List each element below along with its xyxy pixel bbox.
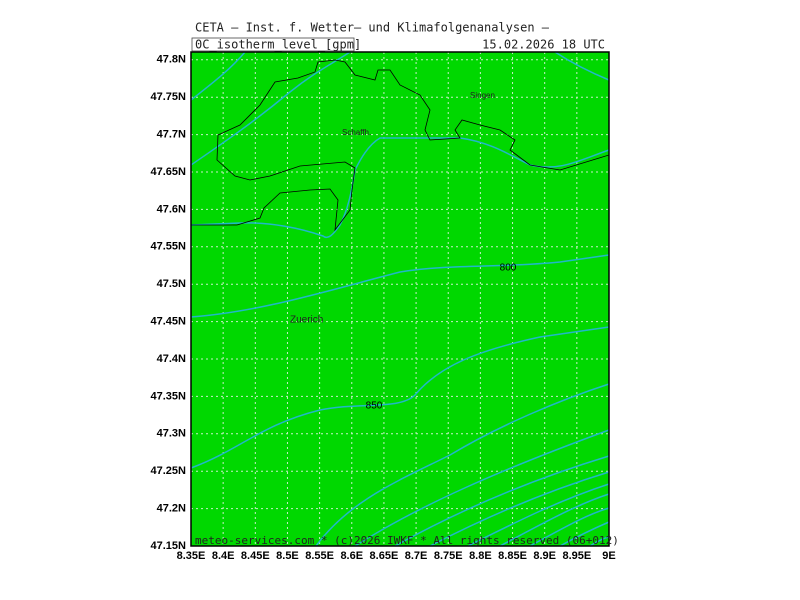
lon-label: 8.45E <box>241 550 270 562</box>
isoline <box>190 326 610 469</box>
isoline <box>315 383 610 547</box>
footer: meteo-services.com * (c)2026 IWKF * All … <box>195 534 619 547</box>
isoline <box>190 51 246 101</box>
contour-label: 800 <box>500 263 517 274</box>
lon-label: 8.9E <box>533 550 556 562</box>
lon-label: 8.65E <box>370 550 399 562</box>
lon-label: 8.85E <box>498 550 527 562</box>
lon-label: 8.4E <box>212 550 235 562</box>
lon-label: 8.5E <box>276 550 299 562</box>
isolines <box>190 51 610 547</box>
lon-label: 8.75E <box>434 550 463 562</box>
isoline <box>529 507 610 547</box>
isoline <box>190 51 351 166</box>
lon-label: 8.7E <box>405 550 428 562</box>
lat-label: 47.55N <box>151 241 187 253</box>
border <box>191 59 610 232</box>
lon-label: 8.35E <box>177 550 206 562</box>
header-title: CETA — Inst. f. Wetter— und Klimafolgena… <box>195 21 550 35</box>
isoline <box>499 493 610 547</box>
header-variable: 0C_isotherm_level_[gpm] <box>195 38 361 52</box>
isoline <box>394 455 610 547</box>
isoline <box>467 483 610 547</box>
isoline <box>429 471 610 547</box>
isoline <box>554 51 610 81</box>
lat-label: 47.8N <box>157 54 186 66</box>
lat-label: 47.25N <box>151 465 187 477</box>
contour-label: 850 <box>366 401 383 412</box>
lon-label: 8.6E <box>340 550 363 562</box>
map-frame <box>190 51 610 547</box>
lat-label: 47.65N <box>151 166 187 178</box>
header-datetime: 15.02.2026 18 UTC <box>482 38 605 52</box>
lat-label: 47.7N <box>157 129 186 141</box>
isoline <box>589 536 610 547</box>
grid <box>191 52 609 546</box>
isoline <box>190 254 610 318</box>
lat-label: 47.35N <box>151 390 187 402</box>
axis-labels: 47.15N 47.2N 47.25N 47.3N 47.35N 47.4N 47.45N 4… <box>151 54 616 562</box>
place-label: Zuerich <box>290 315 323 326</box>
lat-label: 47.3N <box>157 428 186 440</box>
lat-label: 47.15N <box>151 540 187 552</box>
lat-label: 47.2N <box>157 503 186 515</box>
lat-label: 47.4N <box>157 353 186 365</box>
lon-label: 8.95E <box>562 550 591 562</box>
place-label: Singen <box>470 91 495 100</box>
lon-label: 9E <box>602 550 615 562</box>
lat-label: 47.45N <box>151 316 187 328</box>
variable-box <box>191 37 355 52</box>
isoline <box>354 429 610 547</box>
place-label: Schaffh. <box>342 128 371 137</box>
lon-label: 8.55E <box>305 550 334 562</box>
lat-label: 47.6N <box>157 203 186 215</box>
lat-label: 47.5N <box>157 278 186 290</box>
isoline <box>559 521 610 547</box>
lat-label: 47.75N <box>151 91 187 103</box>
lon-label: 8.8E <box>469 550 492 562</box>
map-area <box>191 52 609 546</box>
